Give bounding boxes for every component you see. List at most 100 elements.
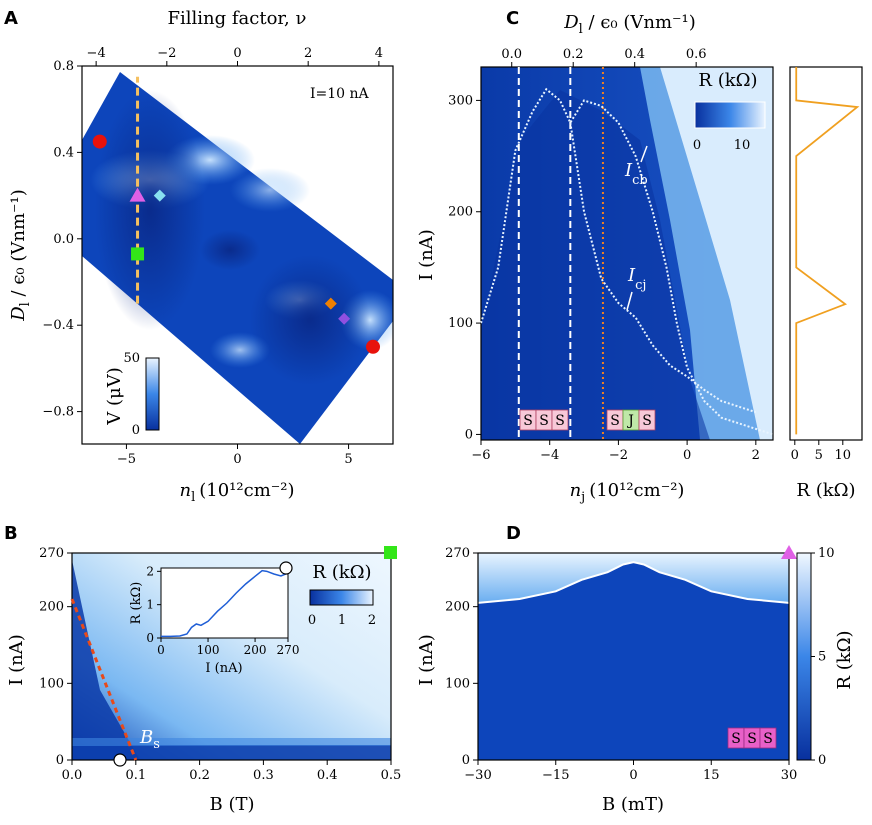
panel-a-y-tick: −0.4 (42, 318, 74, 333)
panel-c-x-tick: −6 (471, 448, 490, 463)
panel-b-colorbar (309, 589, 374, 606)
panel-b-inset-line (161, 569, 289, 638)
panel-b-ylabel: I (nA) (6, 634, 27, 685)
panel-d-y-tick: 0 (462, 753, 470, 768)
panel-d-colorbar-tick: 0 (818, 753, 826, 768)
panel-c-y-ticks: 0 100 200 300 (448, 93, 481, 442)
panel-a-ylabel: Dl / ϵ₀ (Vnm⁻¹) (8, 189, 33, 322)
panel-c-heatmap (481, 67, 773, 440)
panel-c-top-axis-title: Dl / ϵ₀ (Vnm⁻¹) (563, 12, 696, 37)
panel-a-y-ticks: 0.8 0.4 0.0 −0.4 −0.8 (42, 59, 82, 420)
panel-b-y-tick: 0 (56, 753, 64, 768)
panel-b-inset (160, 567, 289, 639)
panel-a-top-tick: 2 (304, 46, 312, 61)
panel-d-colorbar-ticks: 0 5 10 (811, 546, 835, 768)
panel-b-inset-ylabel: R (kΩ) (129, 582, 144, 625)
svg-text:S: S (610, 413, 620, 429)
panel-c-x-tick: 2 (752, 448, 760, 463)
svg-text:S: S (523, 413, 533, 429)
panel-c-colorbar-tick: 0 (693, 138, 701, 153)
panel-c-sjs-label: S J S (606, 409, 656, 431)
panel-a-x-ticks: −5 0 5 (117, 444, 353, 467)
panel-c-side-ticks: 0 5 10 (791, 440, 851, 463)
panel-d-x-tick: 30 (781, 768, 798, 783)
panel-a-colorbar-tick: 50 (123, 351, 140, 366)
panel-a-marker-cyan-diamond (153, 189, 166, 202)
panel-a-marker-red-circle (366, 339, 381, 354)
panel-c-colorbar-label: R (kΩ) (698, 70, 757, 91)
panel-a-y-tick: −0.8 (42, 405, 74, 420)
panel-b-x-ticks: 0.0 0.1 0.2 0.3 0.4 0.5 (62, 760, 401, 783)
panel-d-colorbar-label: R (kΩ) (834, 630, 855, 689)
panel-c-y-tick: 100 (448, 316, 473, 331)
panel-b-x-tick: 0.2 (189, 768, 210, 783)
panel-c-top-tick: 0.4 (624, 47, 645, 62)
panel-c-icb-annotation: Icb (624, 160, 648, 188)
panel-b-y-tick: 200 (39, 600, 64, 615)
panel-c-icb-arrow (640, 145, 648, 163)
panel-a-colorbar-tick: 0 (132, 423, 140, 438)
panel-a-y-tick: 0.4 (53, 145, 74, 160)
panel-d-colorbar-tick: 5 (818, 650, 826, 665)
panel-c-icj-line (569, 122, 757, 414)
panel-a-marker-orange-diamond (324, 297, 337, 310)
panel-b-inset-ticks: 0 100 200 270 0 1 2 (146, 564, 299, 657)
panel-a-y-tick: 0.0 (53, 232, 74, 247)
panel-d-heatmap (478, 553, 789, 760)
panel-d-y-tick: 100 (445, 676, 470, 691)
panel-a-top-tick: 0 (233, 46, 241, 61)
panel-c-x-ticks: −6 −4 −2 0 2 (471, 440, 760, 463)
panel-a-top-tick: 4 (375, 46, 383, 61)
panel-b-inset-marker (279, 561, 293, 575)
panel-c-sss-label: S S S (519, 409, 569, 431)
panel-b-inset-y-tick: 2 (146, 564, 154, 578)
panel-a-y-tick: 0.8 (53, 59, 74, 74)
panel-c: C Dl / ϵ₀ (Vnm⁻¹) 0.0 0.2 0.4 0.6 Icb Icj S… (416, 8, 863, 505)
panel-b-inset-y-tick: 1 (146, 598, 154, 612)
panel-b-y-tick: 100 (39, 676, 64, 691)
panel-c-top-tick: 0.2 (563, 47, 584, 62)
svg-text:S: S (731, 731, 741, 747)
panel-c-y-tick: 300 (448, 93, 473, 108)
panel-a-x-tick: 5 (344, 452, 352, 467)
panel-c-colorbar (694, 101, 766, 129)
panel-d-x-tick: 15 (703, 768, 720, 783)
panel-a-top-tick: −4 (87, 46, 106, 61)
panel-a-top-axis-title: Filling factor, ν (168, 8, 307, 29)
panel-d-x-tick: −15 (542, 768, 569, 783)
panel-a-marker-purple-diamond (338, 312, 351, 325)
panel-a-marker-green-square (131, 247, 145, 261)
panel-d-colorbar-tick: 10 (818, 546, 835, 561)
panel-a-x-tick: −5 (117, 452, 136, 467)
panel-b-x-tick: 0.4 (317, 768, 338, 783)
svg-text:S: S (763, 731, 773, 747)
panel-b-label: B (4, 523, 18, 544)
panel-b-inset-xlabel: I (nA) (205, 661, 242, 676)
panel-c-top-ticks: 0.0 0.2 0.4 0.6 (501, 47, 707, 67)
panel-a-xlabel: nl (10¹²cm⁻²) (179, 480, 294, 505)
panel-b-inset-x-tick: 270 (277, 643, 300, 657)
panel-d-label: D (506, 523, 521, 544)
panel-a-marker-pink-triangle (129, 187, 146, 202)
panel-d-y-tick: 200 (445, 600, 470, 615)
panel-c-side-tick: 10 (835, 448, 852, 463)
svg-text:S: S (747, 731, 757, 747)
panel-a-x-tick: 0 (233, 452, 241, 467)
panel-d-colorbar (796, 552, 812, 761)
svg-text:S: S (642, 413, 652, 429)
panel-b-inset-x-tick: 0 (157, 643, 165, 657)
panel-c-y-tick: 0 (465, 427, 473, 442)
panel-b-x-tick: 0.3 (253, 768, 274, 783)
svg-text:S: S (555, 413, 565, 429)
panel-c-label: C (506, 8, 519, 29)
panel-b-xlabel: B (T) (210, 794, 255, 815)
panel-c-side-tick: 0 (791, 448, 799, 463)
panel-c-colorbar-tick: 10 (734, 138, 751, 153)
panel-c-x-tick: 0 (683, 448, 691, 463)
panel-d-x-ticks: −30 −15 0 15 30 (464, 760, 797, 783)
panel-a-heatmap (82, 72, 393, 444)
panel-b-inset-y-tick: 0 (146, 631, 154, 645)
panel-a-colorbar (145, 357, 160, 431)
